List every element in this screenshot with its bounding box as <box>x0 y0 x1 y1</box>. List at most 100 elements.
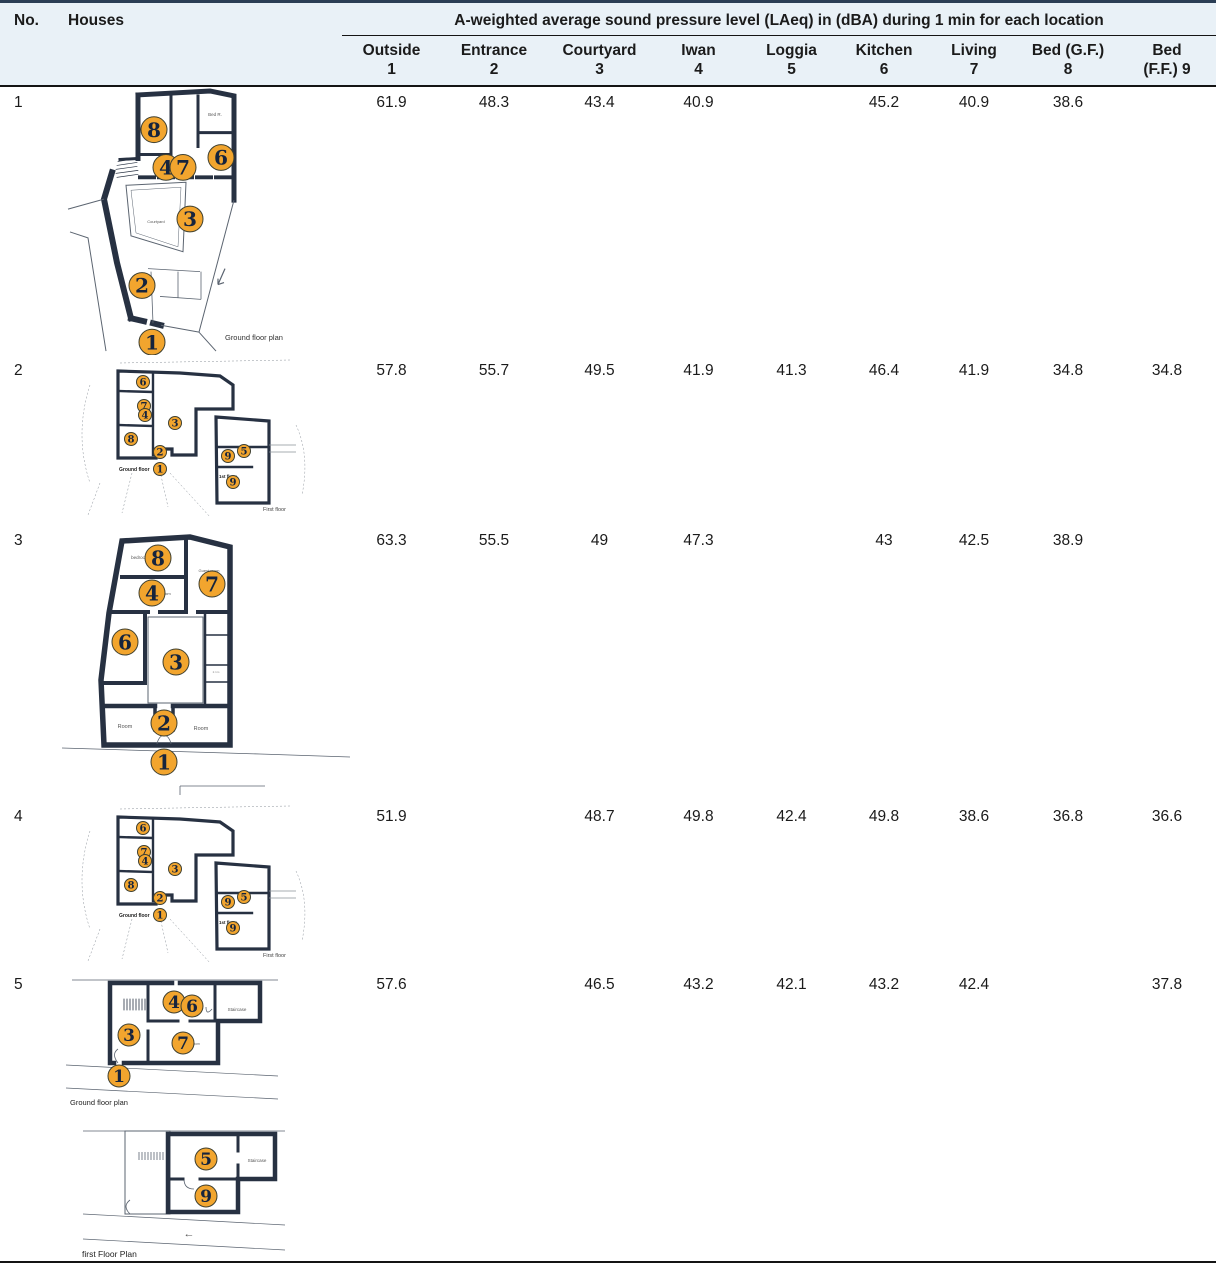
location-marker <box>171 1031 195 1055</box>
spl-value: 34.8 <box>1052 362 1084 379</box>
location-marker-number: 7 <box>177 1034 189 1054</box>
location-marker-number: 8 <box>127 881 134 892</box>
location-marker-number: 6 <box>214 146 228 170</box>
location-marker-number: 7 <box>176 156 190 180</box>
plan-label: Ground floor plan <box>225 333 283 342</box>
walls <box>116 369 271 505</box>
location-marker <box>153 891 167 905</box>
location-marker-number: 2 <box>156 448 163 459</box>
location-marker-number: 4 <box>159 156 173 180</box>
location-marker <box>117 1023 141 1047</box>
column-header: Bed (G.F.) 8 <box>1018 36 1118 85</box>
location-marker <box>150 748 178 776</box>
spl-value: 46.4 <box>868 362 900 379</box>
location-marker-number: 3 <box>171 419 178 430</box>
location-marker <box>111 628 139 656</box>
column-number: (F.F.) 9 <box>1143 61 1191 78</box>
plan-label: 1st floor <box>219 920 237 925</box>
column-name: Kitchen <box>855 42 913 59</box>
plan-label: 1st floor <box>219 474 237 479</box>
plan-label: Ground floor <box>119 467 150 473</box>
location-marker-number: 7 <box>140 848 147 859</box>
location-marker-number: 4 <box>168 993 180 1013</box>
location-marker <box>226 475 240 489</box>
spl-value: 57.6 <box>376 976 407 993</box>
location-marker-number: 9 <box>200 1187 212 1207</box>
location-marker <box>237 890 251 904</box>
column-header: Loggia 5 <box>745 36 838 85</box>
location-marker-number: 7 <box>205 572 219 596</box>
location-marker <box>153 908 167 922</box>
location-marker-number: 6 <box>118 630 132 654</box>
column-number: 6 <box>879 61 889 78</box>
spl-value <box>1018 969 1118 1261</box>
spl-value <box>745 87 838 355</box>
plan-label: Room <box>118 724 133 730</box>
location-marker <box>153 445 167 459</box>
spl-value: 48.7 <box>584 808 615 825</box>
plan-label: room <box>192 1042 200 1046</box>
walls <box>100 88 237 329</box>
location-marker-number: 5 <box>200 1150 212 1170</box>
location-marker <box>150 709 178 737</box>
plan-label: Staircase <box>248 1158 267 1163</box>
column-name: Loggia <box>766 42 817 59</box>
column-header: Outside 1 <box>342 36 441 85</box>
plan-label: Ground floor <box>119 913 150 919</box>
row-number: 3 <box>14 532 23 549</box>
plan-markers: 59 <box>194 1147 218 1208</box>
spl-value: 47.3 <box>683 532 714 549</box>
location-marker <box>168 416 182 430</box>
spl-value: 38.6 <box>1052 94 1084 111</box>
spl-value: 43.4 <box>584 94 615 111</box>
column-header: Courtyard 3 <box>547 36 652 85</box>
spl-value: 38.9 <box>1052 532 1084 549</box>
location-marker-number: 9 <box>229 924 236 935</box>
location-marker <box>124 878 138 892</box>
plan-label: Bed R. <box>208 112 222 117</box>
spl-value: 43.2 <box>868 976 900 993</box>
spl-value <box>745 525 838 801</box>
spl-value <box>441 969 547 1261</box>
location-marker <box>136 375 150 389</box>
location-marker-number: 6 <box>139 824 146 835</box>
location-marker-number: 6 <box>139 378 146 389</box>
spl-value: 41.9 <box>683 362 714 379</box>
column-header: Living 7 <box>930 36 1018 85</box>
thin-lines <box>67 181 235 352</box>
plan-labels: Bed R. Courtyard Ground floor plan <box>147 112 283 342</box>
column-header: Iwan 4 <box>652 36 745 85</box>
location-marker-number: 3 <box>169 650 183 674</box>
location-marker <box>221 895 235 909</box>
location-marker-number: 1 <box>156 465 163 476</box>
location-marker <box>153 462 167 476</box>
location-marker-number: 9 <box>224 898 231 909</box>
thin-lines <box>65 979 279 1100</box>
location-marker <box>221 449 235 463</box>
spl-value: 36.8 <box>1052 808 1084 825</box>
spl-value: 42.4 <box>776 808 807 825</box>
plan-label: Room <box>194 726 209 732</box>
column-header: Kitchen 6 <box>838 36 930 85</box>
column-number: 3 <box>595 61 604 78</box>
plan-label: 2.1m <box>213 670 220 674</box>
plan-label: ← <box>184 1228 195 1240</box>
location-marker <box>162 648 190 676</box>
column-number: 8 <box>1063 61 1073 78</box>
column-name: Entrance <box>460 42 528 59</box>
location-marker-number: 2 <box>135 274 149 298</box>
spl-value: 42.5 <box>958 532 990 549</box>
walls <box>165 1131 278 1215</box>
location-marker-number: 5 <box>240 893 247 904</box>
spl-value: 42.4 <box>958 976 990 993</box>
spl-value <box>1118 525 1216 801</box>
location-marker-number: 8 <box>127 435 134 446</box>
spl-value: 43.2 <box>683 976 714 993</box>
